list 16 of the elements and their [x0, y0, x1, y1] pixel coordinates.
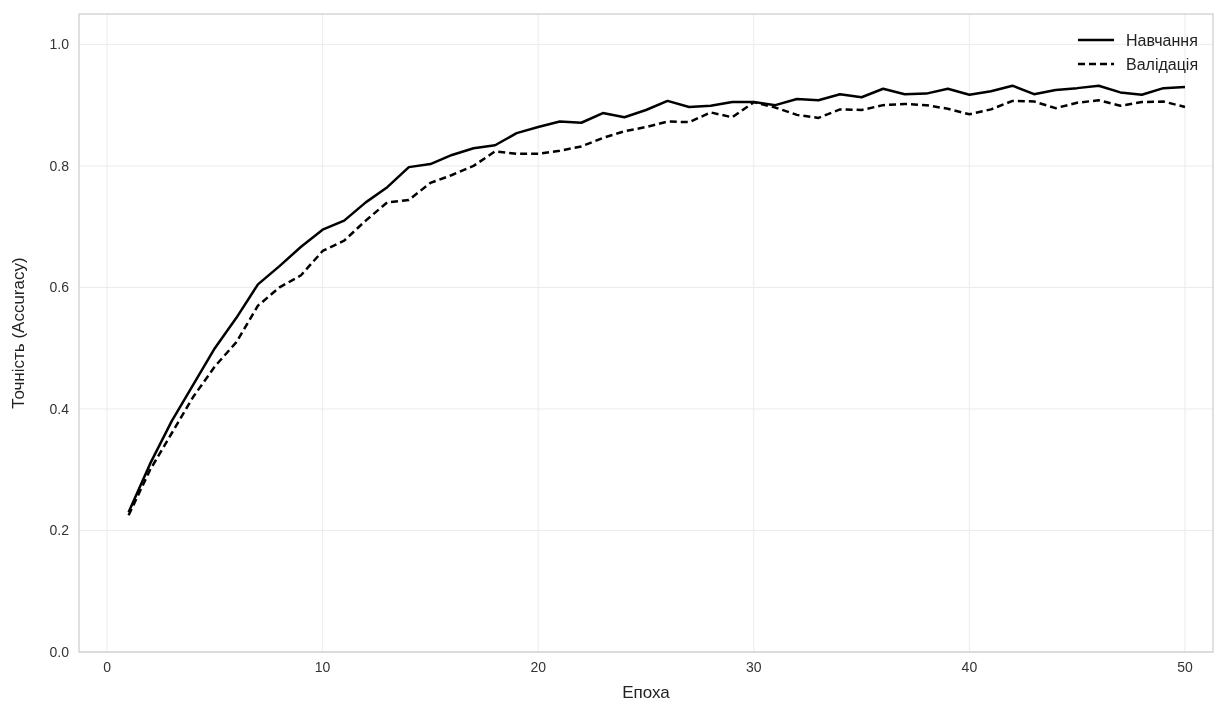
x-tick-label: 50 [1177, 659, 1193, 675]
y-tick-label: 0.8 [49, 157, 70, 174]
x-tick-label: 40 [961, 659, 978, 675]
legend-label: Навчання [1126, 32, 1198, 49]
y-tick-label: 0.6 [49, 279, 70, 296]
x-tick-label: 10 [314, 659, 331, 675]
x-tick-label: 0 [103, 659, 112, 675]
x-tick-label: 30 [746, 659, 762, 675]
x-tick-label: 20 [530, 659, 547, 675]
y-tick-label: 0.2 [49, 522, 70, 539]
legend-label: Валідація [1126, 56, 1199, 73]
y-tick-label: 0.4 [49, 400, 70, 417]
y-tick-label: 0.0 [49, 644, 70, 660]
y-axis-title: Точність (Accuracy) [9, 257, 28, 409]
y-tick-label: 1.0 [49, 36, 70, 53]
x-axis-title: Епоха [622, 683, 671, 702]
